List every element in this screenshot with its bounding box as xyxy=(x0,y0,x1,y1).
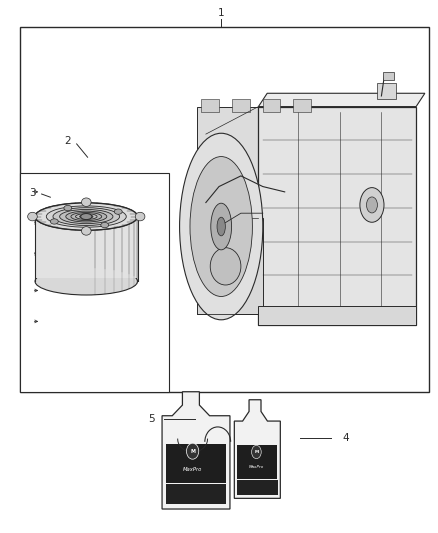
Ellipse shape xyxy=(35,203,138,230)
Bar xyxy=(35,217,138,278)
Ellipse shape xyxy=(360,188,384,222)
Text: M: M xyxy=(190,449,195,454)
Polygon shape xyxy=(162,392,230,509)
Bar xyxy=(20,27,429,392)
Ellipse shape xyxy=(46,206,126,227)
Text: 4: 4 xyxy=(343,433,350,443)
Bar xyxy=(237,445,277,479)
Ellipse shape xyxy=(187,443,199,459)
Ellipse shape xyxy=(35,268,138,295)
Bar xyxy=(201,99,219,112)
Ellipse shape xyxy=(190,157,252,296)
Bar xyxy=(232,99,250,112)
Ellipse shape xyxy=(251,446,261,458)
Ellipse shape xyxy=(114,209,122,214)
Bar xyxy=(383,72,394,80)
Bar xyxy=(258,107,416,325)
Ellipse shape xyxy=(81,227,91,235)
Bar xyxy=(377,83,396,99)
Ellipse shape xyxy=(101,222,109,228)
Bar xyxy=(197,107,263,232)
Bar xyxy=(166,443,226,483)
Bar xyxy=(258,306,416,325)
Ellipse shape xyxy=(50,219,58,224)
Ellipse shape xyxy=(75,214,97,220)
Polygon shape xyxy=(234,400,280,498)
Ellipse shape xyxy=(81,214,92,220)
Bar xyxy=(197,218,263,314)
Ellipse shape xyxy=(71,213,102,221)
Ellipse shape xyxy=(211,203,232,250)
Bar xyxy=(293,99,311,112)
Text: 3: 3 xyxy=(29,188,36,198)
Ellipse shape xyxy=(80,215,93,219)
Text: MaxPro: MaxPro xyxy=(249,465,264,470)
Ellipse shape xyxy=(64,205,72,211)
Ellipse shape xyxy=(35,203,138,230)
Ellipse shape xyxy=(180,133,263,320)
Polygon shape xyxy=(258,93,425,107)
Ellipse shape xyxy=(81,198,91,206)
Ellipse shape xyxy=(28,212,37,221)
Bar xyxy=(237,480,278,495)
Text: MaxPro: MaxPro xyxy=(183,467,202,472)
Ellipse shape xyxy=(217,217,225,236)
Text: 5: 5 xyxy=(148,415,155,424)
Ellipse shape xyxy=(135,212,145,221)
Bar xyxy=(263,99,280,112)
Ellipse shape xyxy=(210,248,241,285)
Ellipse shape xyxy=(60,209,113,224)
Ellipse shape xyxy=(367,197,378,213)
Ellipse shape xyxy=(53,208,120,225)
Bar xyxy=(20,173,169,392)
Text: 1: 1 xyxy=(218,9,225,18)
Bar xyxy=(166,484,226,504)
Text: M: M xyxy=(254,450,258,454)
Ellipse shape xyxy=(66,211,107,222)
Text: 2: 2 xyxy=(64,136,71,146)
